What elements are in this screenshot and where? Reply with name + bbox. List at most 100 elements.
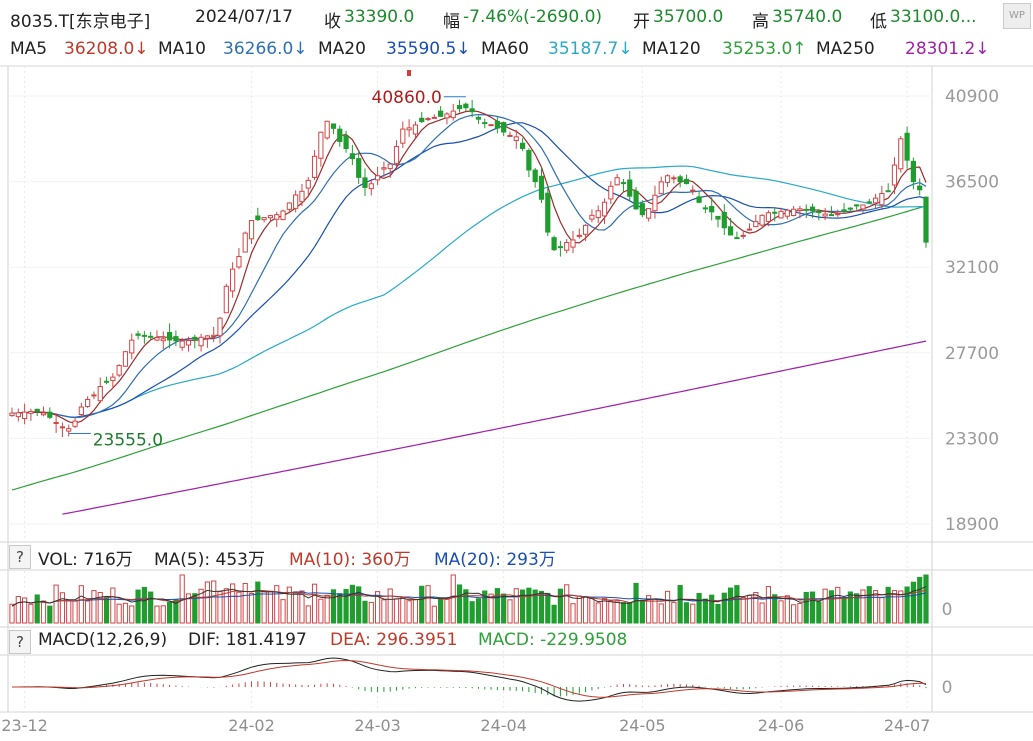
price-tick-label: 23300 <box>945 429 999 449</box>
date-tick-label: 24-07 <box>884 716 931 735</box>
candle-body <box>274 214 280 220</box>
volume-bar <box>463 589 469 624</box>
date-tick-label: 23-12 <box>1 716 48 735</box>
candle-body <box>772 211 778 214</box>
macd-help-button[interactable]: ? <box>9 630 31 654</box>
volume-bar <box>419 585 425 624</box>
volume-bar <box>797 603 803 624</box>
volume-bar <box>299 590 305 624</box>
candle-body <box>709 206 715 213</box>
volume-bar <box>425 585 431 624</box>
close-value: 33390.0 <box>344 7 415 27</box>
candle-body <box>431 116 437 119</box>
macd-dea: DEA: 296.3951 <box>330 630 458 650</box>
ma60-value: 35187.7↓ <box>548 39 633 59</box>
candle-body <box>847 207 853 210</box>
price-axis: 40900 36500 32100 27700 23300 18900 <box>945 87 999 535</box>
candle-body <box>639 203 645 216</box>
volume-bar <box>917 576 923 624</box>
price-tick-label: 32100 <box>945 258 999 278</box>
candle-body <box>425 118 431 121</box>
candle-body <box>904 132 910 161</box>
volume-bar <box>482 590 488 624</box>
candle-body <box>891 164 898 186</box>
candle-body <box>545 192 551 233</box>
candle-body <box>47 411 53 418</box>
candle-body <box>803 208 809 211</box>
volume-bar <box>646 595 652 624</box>
volume-bar <box>696 592 702 624</box>
candle-body <box>40 412 47 416</box>
quote-date: 2024/07/17 <box>195 7 293 27</box>
volume-help-button[interactable]: ? <box>9 545 31 569</box>
candle-body <box>765 212 772 222</box>
volume-bar <box>456 584 463 624</box>
volume-bar <box>223 588 229 624</box>
volume-bar <box>872 590 879 624</box>
candle-body <box>160 338 166 342</box>
candle-body <box>658 181 664 195</box>
price-tick-label: 40900 <box>945 87 999 107</box>
volume-bar <box>393 598 400 624</box>
candle-body <box>362 177 368 188</box>
volume-bar <box>614 600 620 624</box>
volume-bar <box>746 594 753 624</box>
candle-body <box>822 213 828 217</box>
candle-body <box>393 146 400 164</box>
volume-bar <box>47 605 53 624</box>
volume-bar <box>475 598 482 624</box>
volume-bar <box>690 603 696 624</box>
candle-body <box>759 214 765 226</box>
candle-body <box>797 208 803 211</box>
ma120-value: 35253.0↑ <box>722 39 807 59</box>
candle-body <box>614 177 620 186</box>
candle-body <box>15 412 21 418</box>
candle-body <box>854 204 860 207</box>
candle-body <box>872 197 879 204</box>
candle-body <box>809 206 816 212</box>
volume-bar <box>135 589 141 624</box>
candle-body <box>66 428 72 432</box>
candle-body <box>22 411 28 420</box>
candle-body <box>286 202 292 210</box>
volume-bar <box>847 591 853 624</box>
volume-bar <box>236 591 242 624</box>
candle-body <box>501 122 507 133</box>
volume-bar <box>248 593 255 624</box>
date-tick-label: 24-04 <box>480 716 527 735</box>
volume-bar <box>677 584 683 624</box>
macd-value: MACD: -229.9508 <box>478 630 628 650</box>
candle-body <box>368 183 374 190</box>
candle-body <box>349 153 355 160</box>
volume-bar <box>765 586 772 624</box>
volume-bar <box>280 599 286 624</box>
volume-bar <box>337 593 343 624</box>
candle-body <box>633 190 639 210</box>
date-tick-label: 24-06 <box>758 716 805 735</box>
candle-body <box>696 196 702 203</box>
candle-body <box>557 246 563 249</box>
candle-body <box>488 124 494 127</box>
volume-bar <box>715 604 721 624</box>
volume-bar <box>519 589 526 624</box>
volume-bar <box>532 589 538 624</box>
ma120-line <box>11 205 927 491</box>
wp-badge[interactable]: WP <box>1003 3 1031 29</box>
candle-body <box>910 160 916 183</box>
volume-bar <box>822 588 828 624</box>
volume-bar <box>40 600 47 624</box>
volume-bar <box>129 605 135 624</box>
candle-body <box>583 224 589 235</box>
volume-bar <box>78 585 84 624</box>
candle-body <box>122 351 129 367</box>
candle-body <box>519 142 526 149</box>
volume-bar <box>494 588 500 624</box>
candle-body <box>507 134 513 137</box>
volume-bar <box>866 586 872 624</box>
ma10-value: 36266.0↓ <box>223 39 308 59</box>
volume-bar <box>318 598 324 624</box>
volume-bar <box>652 598 658 624</box>
candle-body <box>280 210 286 221</box>
volume-bar <box>576 595 582 624</box>
